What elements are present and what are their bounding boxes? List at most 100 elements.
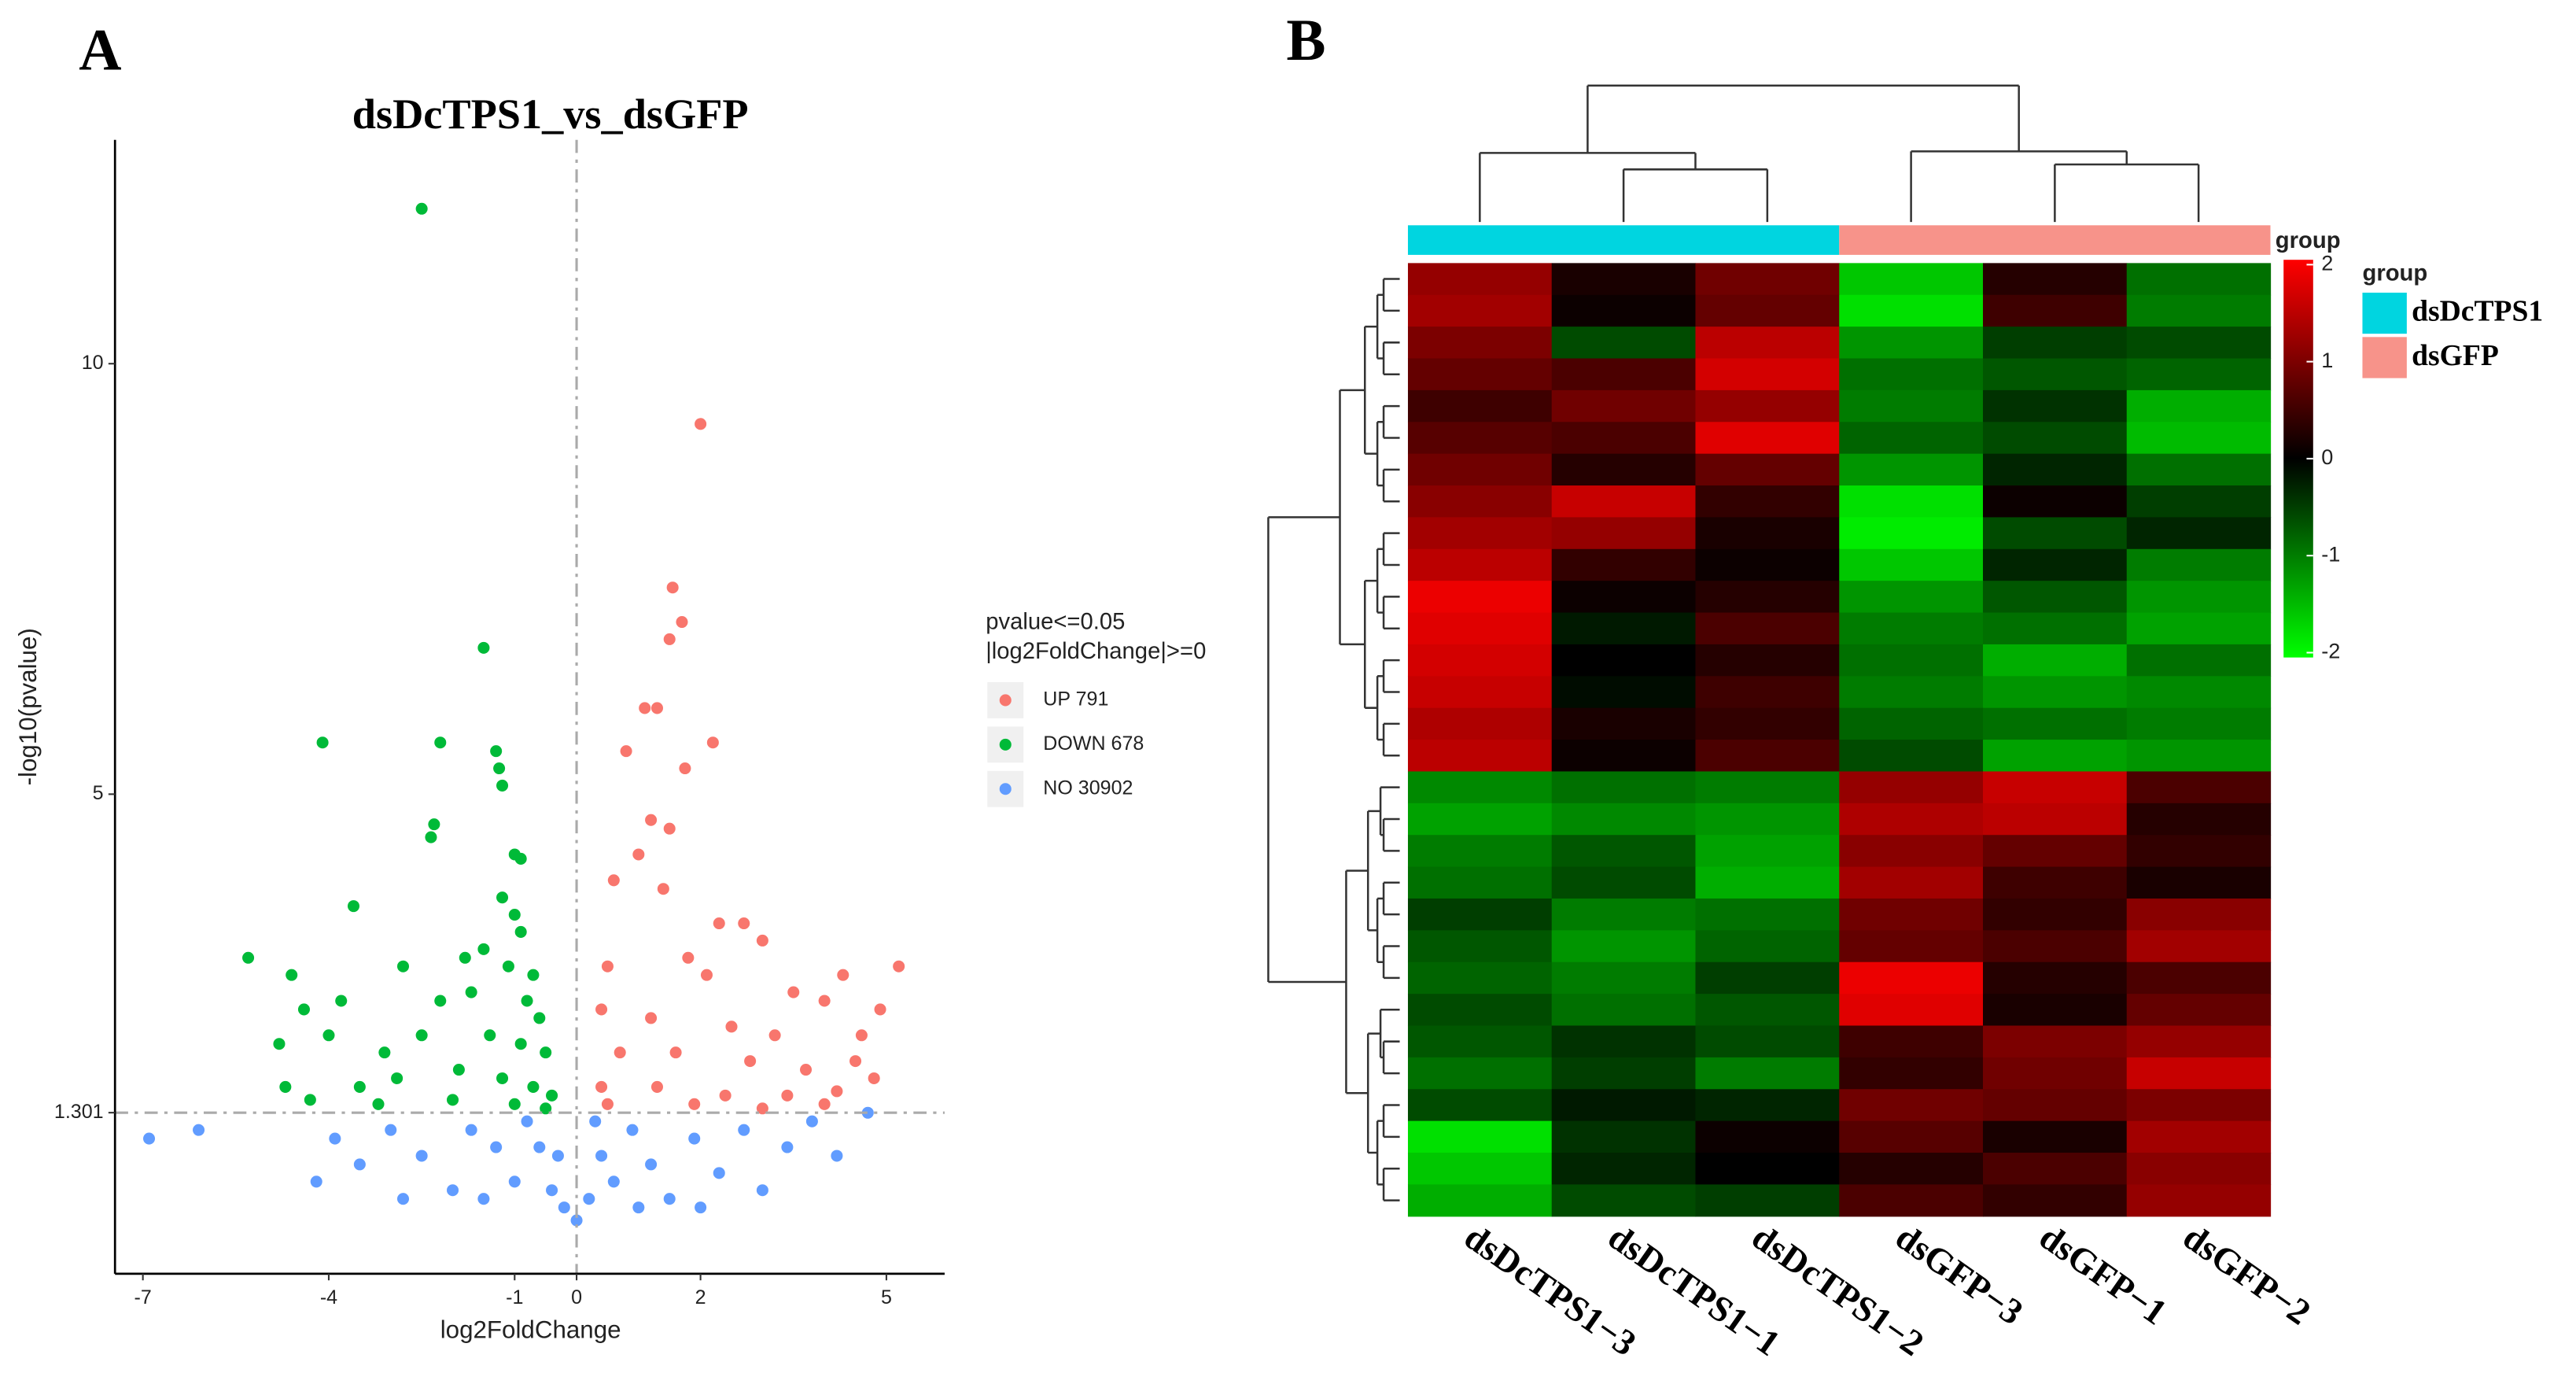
heatmap-cell [2126,263,2272,296]
heatmap-cell [1839,612,1984,645]
heatmap-cell [2126,358,2272,391]
heatmap-cell [1839,327,1984,360]
data-point [316,736,329,749]
data-point [322,1029,335,1042]
legend-label: UP 791 [1043,688,1108,710]
legend-label: NO 30902 [1043,777,1133,799]
heatmap-cell [1551,676,1697,709]
data-point [650,1080,663,1093]
data-point [787,986,800,998]
heatmap-cell [2126,327,2272,360]
data-point [738,917,750,930]
heatmap-cell [1839,1184,1984,1217]
heatmap-cell [1839,961,1984,995]
heatmap-cell [2126,676,2272,709]
heatmap-cell [1839,930,1984,963]
heatmap-cell [2126,771,2272,804]
y-tick-label: 1.301 [54,1101,104,1123]
data-point [425,831,437,843]
heatmap-cell [1839,1057,1984,1090]
data-point [601,960,614,972]
data-point [719,1089,732,1102]
data-point [279,1080,292,1093]
heatmap-cell [1695,517,1840,550]
heatmap-cell [1839,835,1984,868]
data-point [508,1175,521,1188]
data-point [800,1064,813,1076]
heatmap-cell [1839,1153,1984,1186]
heatmap-cell [2126,1184,2272,1217]
heatmap-cell [1982,485,2128,519]
data-point [601,1098,614,1110]
data-point [527,969,540,981]
heatmap-cell [1839,389,1984,423]
heatmap-cell [1407,389,1553,423]
heatmap-cell [1407,803,1553,836]
heatmap-cell [1982,898,2128,931]
heatmap-cell [1839,422,1984,455]
annotation-bar [1407,225,1840,255]
data-point [607,874,620,887]
heatmap-cell [1551,581,1697,614]
data-point [695,1201,707,1214]
data-point [679,762,691,775]
heatmap-cell [1551,294,1697,327]
heatmap-cell [1839,1025,1984,1058]
heatmap-cell [1839,740,1984,773]
data-point [143,1132,156,1145]
heatmap-cell [1982,294,2128,327]
heatmap-cell [1695,453,1840,486]
data-point [546,1089,558,1102]
heatmap-cell [1407,1153,1553,1186]
x-tick-label: -1 [506,1286,523,1308]
heatmap-cell [1982,707,2128,740]
heatmap-cell [2126,517,2272,550]
data-point [551,1150,564,1162]
legend-title: pvalue<=0.05 [986,609,1125,634]
heatmap-cell [1695,707,1840,740]
data-point [607,1175,620,1188]
heatmap-cell [1551,644,1697,677]
data-point [353,1080,366,1093]
heatmap-cell [2126,485,2272,519]
data-point [434,995,447,1007]
data-point [861,1106,874,1119]
heatmap-cell [1695,644,1840,677]
data-point [521,1115,533,1127]
heatmap-cell [1695,548,1840,581]
data-point [347,900,359,913]
data-point [725,1020,738,1033]
heatmap-cell [1839,644,1984,677]
heatmap-cell [1695,803,1840,836]
heatmap-cell [2126,898,2272,931]
legend-marker [999,783,1012,795]
heatmap-cell [1551,930,1697,963]
data-point [657,883,669,895]
data-point [595,1080,608,1093]
heatmap-cell [1982,1120,2128,1153]
data-point [415,202,428,215]
data-point [391,1072,404,1084]
heatmap-cell [1982,994,2128,1027]
heatmap-cell [2126,548,2272,581]
heatmap-cell [1695,771,1840,804]
data-point [459,951,471,964]
heatmap-cell [1839,1089,1984,1122]
data-point [663,633,676,645]
data-point [849,1055,862,1068]
data-point [688,1098,701,1110]
heatmap-cell [1839,294,1984,327]
heatmap-cell [1407,485,1553,519]
heatmap-cell [2126,1089,2272,1122]
data-point [663,822,676,835]
data-point [700,969,713,981]
heatmap-cell [1839,548,1984,581]
data-point [768,1029,781,1042]
heatmap-cell [1839,803,1984,836]
data-point [484,1029,496,1042]
data-point [477,641,490,654]
data-point [688,1132,701,1145]
data-point [415,1150,428,1162]
heatmap-cell [2126,961,2272,995]
heatmap-cell [1407,453,1553,486]
